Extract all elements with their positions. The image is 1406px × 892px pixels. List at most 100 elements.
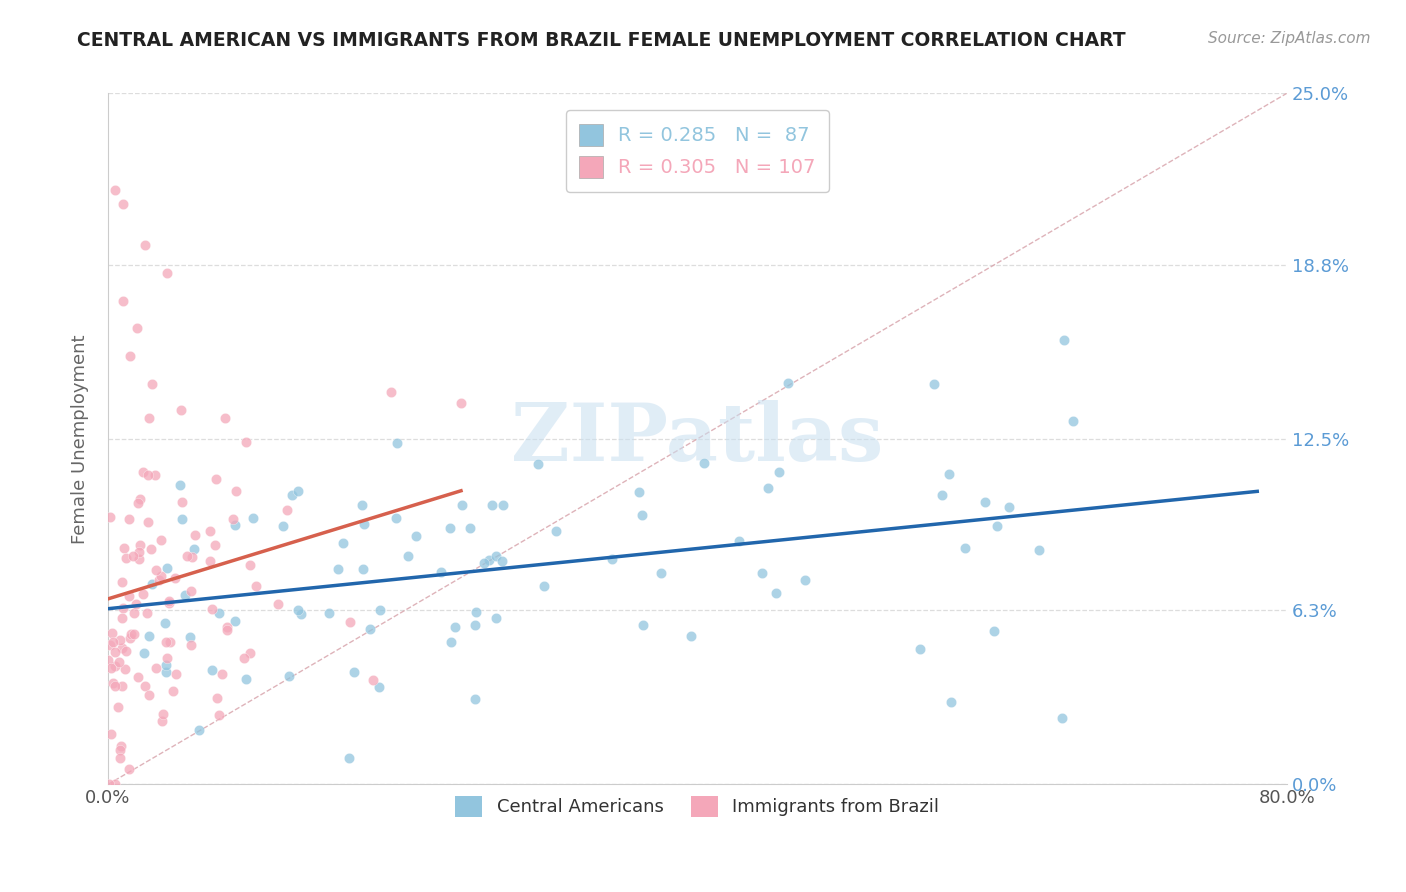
Point: [201, 663, 224, 677]
Point: [156, 561, 179, 575]
Point: [385, 435, 408, 450]
Point: [127, 496, 149, 510]
Point: [939, 695, 962, 709]
Point: [485, 611, 508, 625]
Point: [157, 596, 180, 610]
Point: [104, 679, 127, 693]
Point: [768, 465, 790, 479]
Point: [127, 321, 149, 335]
Point: [122, 606, 145, 620]
Point: [179, 630, 201, 644]
Point: [120, 349, 142, 363]
Point: [136, 606, 159, 620]
Point: [100, 661, 122, 675]
Point: [332, 536, 354, 550]
Point: [955, 541, 977, 555]
Point: [765, 586, 787, 600]
Point: [153, 616, 176, 631]
Point: [173, 587, 195, 601]
Point: [152, 707, 174, 722]
Point: [451, 498, 474, 512]
Point: [405, 529, 427, 543]
Point: [287, 484, 309, 499]
Point: [776, 376, 799, 390]
Legend: Central Americans, Immigrants from Brazil: Central Americans, Immigrants from Brazi…: [449, 789, 946, 824]
Point: [114, 551, 136, 566]
Point: [359, 622, 381, 636]
Point: [1028, 542, 1050, 557]
Point: [98, 638, 121, 652]
Point: [214, 410, 236, 425]
Point: [112, 601, 135, 615]
Point: [125, 597, 148, 611]
Point: [138, 410, 160, 425]
Point: [627, 485, 650, 500]
Point: [235, 434, 257, 449]
Point: [693, 456, 716, 470]
Point: [245, 579, 267, 593]
Point: [156, 266, 179, 280]
Point: [1053, 333, 1076, 347]
Point: [343, 665, 366, 680]
Point: [165, 667, 187, 681]
Point: [155, 658, 177, 673]
Point: [104, 658, 127, 673]
Point: [198, 554, 221, 568]
Point: [157, 594, 180, 608]
Point: [180, 638, 202, 652]
Point: [129, 538, 152, 552]
Point: [602, 552, 624, 566]
Point: [204, 537, 226, 551]
Point: [492, 499, 515, 513]
Point: [544, 524, 567, 538]
Point: [922, 377, 945, 392]
Point: [159, 635, 181, 649]
Point: [239, 646, 262, 660]
Point: [728, 534, 751, 549]
Point: [339, 615, 361, 629]
Point: [115, 644, 138, 658]
Point: [118, 589, 141, 603]
Point: [136, 515, 159, 529]
Point: [242, 511, 264, 525]
Point: [111, 611, 134, 625]
Point: [104, 645, 127, 659]
Point: [97, 653, 120, 667]
Point: [118, 512, 141, 526]
Point: [111, 574, 134, 589]
Point: [143, 467, 166, 482]
Point: [131, 465, 153, 479]
Point: [101, 676, 124, 690]
Point: [101, 625, 124, 640]
Text: CENTRAL AMERICAN VS IMMIGRANTS FROM BRAZIL FEMALE UNEMPLOYMENT CORRELATION CHART: CENTRAL AMERICAN VS IMMIGRANTS FROM BRAZ…: [77, 31, 1126, 50]
Point: [205, 472, 228, 486]
Point: [134, 238, 156, 252]
Point: [112, 541, 135, 555]
Text: Source: ZipAtlas.com: Source: ZipAtlas.com: [1208, 31, 1371, 46]
Point: [396, 549, 419, 563]
Point: [180, 583, 202, 598]
Point: [104, 777, 127, 791]
Point: [114, 661, 136, 675]
Point: [756, 481, 779, 495]
Point: [225, 484, 247, 499]
Point: [910, 642, 932, 657]
Point: [183, 528, 205, 542]
Text: ZIPatlas: ZIPatlas: [512, 400, 883, 478]
Point: [103, 635, 125, 649]
Point: [239, 558, 262, 572]
Point: [156, 651, 179, 665]
Point: [352, 498, 374, 512]
Point: [107, 655, 129, 669]
Point: [998, 500, 1021, 514]
Point: [138, 629, 160, 643]
Point: [367, 680, 389, 694]
Point: [931, 488, 953, 502]
Point: [938, 467, 960, 481]
Point: [150, 714, 173, 728]
Point: [104, 183, 127, 197]
Point: [139, 541, 162, 556]
Point: [679, 629, 702, 643]
Point: [233, 651, 256, 665]
Point: [205, 690, 228, 705]
